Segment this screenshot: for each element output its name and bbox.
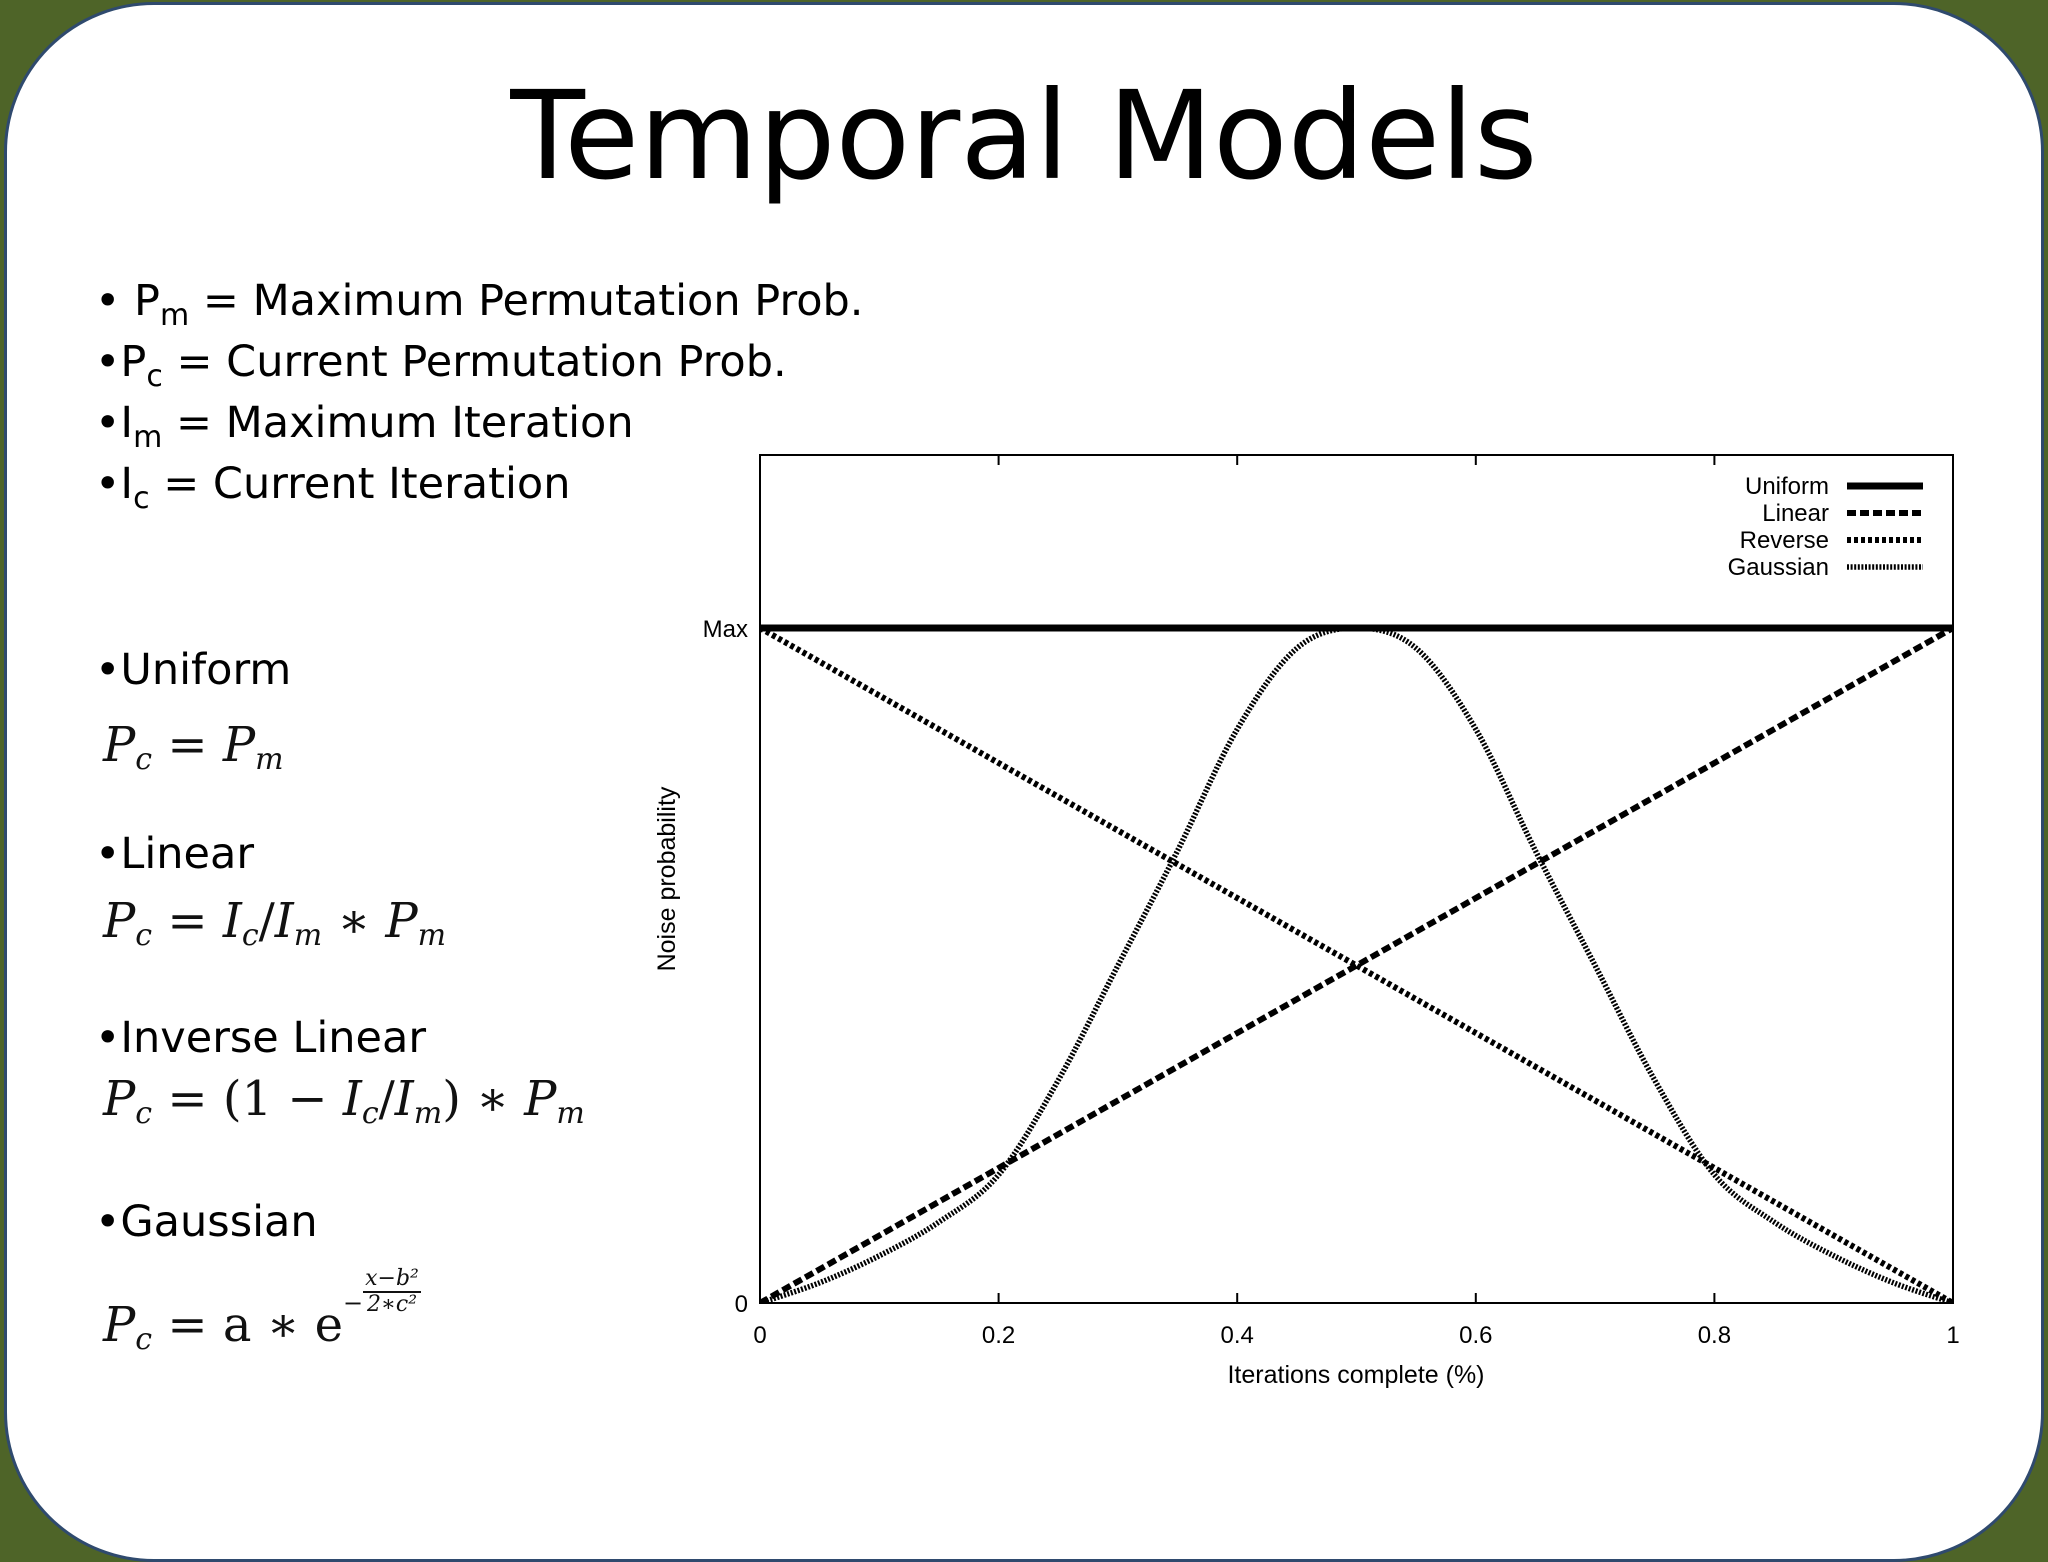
slide: Temporal Models • Pm = Maximum Permutati… [4, 2, 2044, 1562]
definitions-list: • Pm = Maximum Permutation Prob. •Pc = C… [95, 271, 863, 515]
model-heading-linear: •Linear [95, 829, 255, 879]
noise-probability-chart: 0 0.2 0.4 0.6 0.8 1 0 Max Iterations complete … [653, 454, 1960, 1389]
x-tick-label: 0 [753, 1322, 766, 1349]
definition-item: •Pc = Current Permutation Prob. [95, 337, 787, 394]
x-tick-label: 1 [1946, 1322, 1959, 1349]
formula-linear: Pc = Ic/Im ∗ Pm [103, 893, 447, 953]
x-tick-label: 0.6 [1459, 1322, 1492, 1349]
slide-title: Temporal Models [510, 65, 1538, 207]
series-line-reverse [760, 625, 1953, 1303]
x-axis-label: Iterations complete (%) [1227, 1361, 1484, 1389]
formula-inverse-linear: Pc = (1 − Ic/Im) ∗ Pm [103, 1071, 585, 1131]
plot-frame [759, 454, 1954, 1304]
legend-label: Reverse [1740, 527, 1829, 554]
x-tick-label: 0.4 [1221, 1322, 1254, 1349]
y-tick-label: Max [703, 616, 748, 643]
formula-gaussian: Pc = a ∗ e− x−b² 2∗c² [103, 1266, 421, 1357]
x-tick-label: 0.2 [982, 1322, 1015, 1349]
legend-label: Linear [1762, 500, 1829, 527]
x-tick-label: 0.8 [1698, 1322, 1731, 1349]
model-heading-inverse-linear: •Inverse Linear [95, 1013, 427, 1063]
legend-label: Uniform [1745, 473, 1829, 500]
definition-item: • Pm = Maximum Permutation Prob. [95, 276, 864, 333]
y-tick-label: 0 [735, 1291, 748, 1318]
series-line-gaussian [760, 625, 1953, 1303]
series-line-linear [760, 625, 1953, 1303]
model-heading-gaussian: •Gaussian [95, 1197, 318, 1247]
definition-item: •Ic = Current Iteration [95, 459, 571, 516]
y-axis-label: Noise probability [653, 786, 681, 971]
definition-item: •Im = Maximum Iteration [95, 398, 634, 455]
model-heading-uniform: •Uniform [95, 645, 292, 695]
legend-label: Gaussian [1728, 554, 1829, 581]
gaussian-exponent-fraction: x−b² 2∗c² [363, 1266, 421, 1317]
formula-uniform: Pc = Pm [103, 717, 284, 777]
